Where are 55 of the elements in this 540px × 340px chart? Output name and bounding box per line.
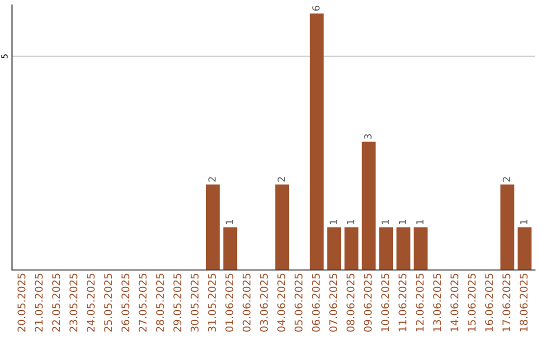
x-tick-label: 31.05.2025 <box>208 274 216 332</box>
x-tick-label: 16.06.2025 <box>485 274 493 332</box>
bar <box>396 227 410 270</box>
data-label: 1 <box>382 220 389 224</box>
data-label: 1 <box>330 220 337 224</box>
data-label: 1 <box>416 220 424 224</box>
data-label: 2 <box>278 177 285 182</box>
data-label: 1 <box>226 220 233 224</box>
x-tick-label: 12.06.2025 <box>416 274 424 332</box>
y-tick-label: 5 <box>1 54 8 58</box>
bar <box>414 227 428 270</box>
x-tick-label: 05.06.2025 <box>294 274 302 332</box>
data-label: 2 <box>208 177 216 182</box>
x-tick-label: 20.05.2025 <box>18 274 26 332</box>
x-tick-label: 01.06.2025 <box>225 274 234 332</box>
x-tick-label: 21.05.2025 <box>34 274 43 332</box>
data-label: 3 <box>364 134 372 139</box>
bar <box>206 184 220 270</box>
x-tick-label: 22.05.2025 <box>52 274 60 332</box>
x-tick-label: 24.05.2025 <box>86 274 95 332</box>
data-label: 2 <box>502 177 510 182</box>
bar <box>275 184 290 270</box>
x-tick-label: 15.06.2025 <box>468 274 476 332</box>
x-tick-label: 11.06.2025 <box>398 274 406 332</box>
x-tick-label: 04.06.2025 <box>277 274 286 332</box>
bar <box>500 184 514 270</box>
bar <box>379 227 393 270</box>
bar <box>518 227 532 270</box>
data-label: 1 <box>520 220 528 224</box>
x-tick-label: 23.05.2025 <box>69 274 78 332</box>
x-tick-label: 02.06.2025 <box>242 274 251 332</box>
x-tick-label: 28.05.2025 <box>156 274 164 332</box>
bar <box>310 14 324 270</box>
bar <box>344 227 358 270</box>
x-tick-label: 03.06.2025 <box>260 274 268 332</box>
x-tick-label: 17.06.2025 <box>502 274 510 332</box>
data-label: 1 <box>347 220 354 224</box>
x-tick-label: 10.06.2025 <box>381 274 390 332</box>
x-tick-label: 25.05.2025 <box>104 274 112 332</box>
x-tick-label: 29.05.2025 <box>173 274 182 332</box>
bar <box>362 142 376 270</box>
data-label: 1 <box>398 220 406 224</box>
x-tick-label: 18.06.2025 <box>520 274 528 332</box>
x-tick-label: 26.05.2025 <box>121 274 130 332</box>
x-tick-label: 09.06.2025 <box>364 274 372 332</box>
bar <box>327 227 342 270</box>
x-tick-label: 30.05.2025 <box>190 274 199 332</box>
data-label: 6 <box>312 6 320 11</box>
x-tick-label: 08.06.2025 <box>346 274 354 332</box>
bar <box>223 227 238 270</box>
x-tick-label: 27.05.2025 <box>138 274 147 332</box>
x-tick-label: 06.06.2025 <box>312 274 320 332</box>
x-tick-label: 14.06.2025 <box>450 274 458 332</box>
x-tick-label: 07.06.2025 <box>329 274 338 332</box>
x-tick-label: 13.06.2025 <box>433 274 442 332</box>
